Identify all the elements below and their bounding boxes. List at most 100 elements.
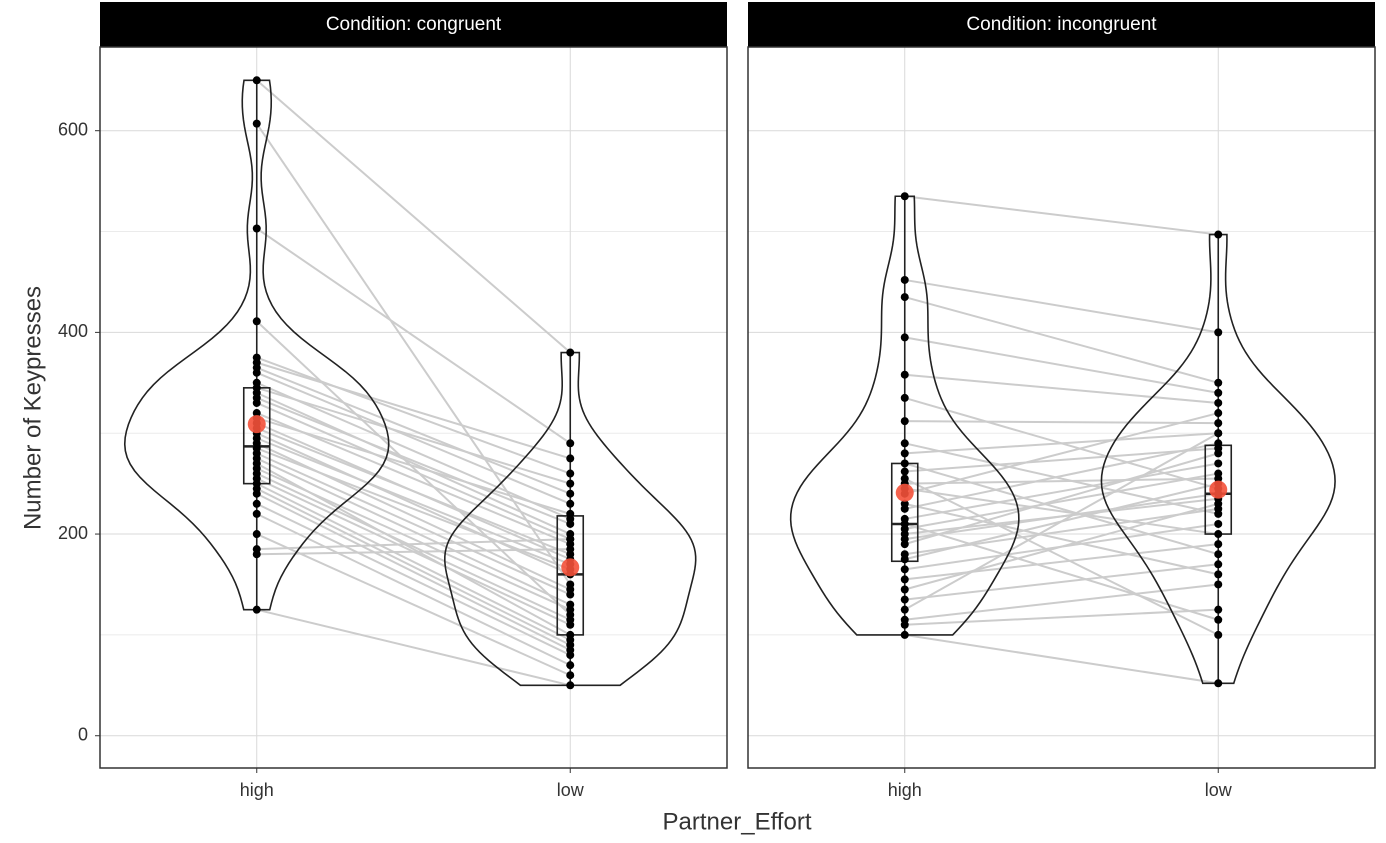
point — [252, 224, 261, 233]
point — [252, 530, 261, 539]
point — [566, 651, 575, 660]
pair-line — [256, 227, 571, 445]
point — [1214, 580, 1223, 589]
violin — [789, 195, 1020, 636]
pair-line — [904, 502, 1219, 591]
pair-line — [904, 412, 1219, 495]
point — [900, 333, 909, 342]
pair-line — [256, 396, 571, 525]
point — [566, 479, 575, 488]
point — [252, 368, 261, 377]
point — [1214, 449, 1223, 458]
pair-line — [904, 543, 1219, 581]
pair-line — [256, 548, 571, 556]
pair-line — [256, 452, 571, 596]
point — [1214, 530, 1223, 539]
point — [900, 605, 909, 614]
y-axis-title: Number of Keypresses — [19, 286, 46, 530]
x-tick-label: low — [557, 780, 585, 800]
point — [900, 293, 909, 302]
pair-line — [256, 502, 571, 656]
point — [252, 119, 261, 128]
pair-line — [904, 373, 1219, 404]
panel-background — [748, 47, 1375, 768]
point — [566, 671, 575, 680]
x-tick-label: high — [888, 780, 922, 800]
mean-point — [1209, 480, 1228, 499]
point — [252, 499, 261, 508]
pair-line — [904, 583, 1219, 621]
point — [900, 275, 909, 284]
pair-line — [904, 278, 1219, 334]
point — [252, 509, 261, 518]
point — [1214, 419, 1223, 428]
point — [1214, 378, 1223, 387]
pair-line — [256, 457, 571, 606]
pair-line — [256, 437, 571, 566]
violin — [123, 79, 390, 611]
mean-point — [895, 483, 914, 502]
point — [566, 620, 575, 629]
mean-point — [561, 558, 580, 577]
point — [900, 449, 909, 458]
pair-line — [904, 477, 1219, 485]
strip — [748, 2, 1375, 47]
point — [566, 469, 575, 478]
pair-line — [904, 432, 1219, 455]
y-tick-label: 0 — [78, 724, 88, 744]
strip-title: Condition: incongruent — [966, 14, 1157, 35]
point — [566, 661, 575, 670]
point — [900, 630, 909, 639]
point — [1214, 560, 1223, 569]
point — [1214, 388, 1223, 397]
point — [566, 590, 575, 599]
pair-line — [256, 356, 571, 475]
pair-line — [904, 447, 1219, 473]
point — [900, 439, 909, 448]
point — [1214, 630, 1223, 639]
pair-line — [904, 502, 1219, 576]
panel-border — [99, 46, 728, 769]
pair-line — [256, 361, 571, 460]
point — [1214, 459, 1223, 468]
pair-line — [904, 432, 1219, 611]
point — [1214, 679, 1223, 688]
point — [1214, 570, 1223, 579]
pair-line — [255, 123, 572, 586]
pair-line — [256, 79, 571, 354]
point — [1214, 550, 1223, 559]
panel-background — [100, 47, 727, 768]
point — [1214, 429, 1223, 438]
point — [566, 489, 575, 498]
point — [566, 545, 575, 554]
pair-line — [256, 366, 571, 495]
point — [566, 605, 575, 614]
point — [252, 489, 261, 498]
point — [252, 605, 261, 614]
point — [900, 565, 909, 574]
pair-line — [256, 472, 571, 621]
pair-line — [256, 371, 571, 505]
point — [900, 585, 909, 594]
y-tick-label: 200 — [58, 523, 88, 543]
pair-line — [904, 523, 1219, 621]
point — [1214, 398, 1223, 407]
point — [1214, 409, 1223, 418]
pair-line — [256, 512, 571, 667]
strip-title: Condition: congruent — [326, 14, 502, 35]
point — [900, 575, 909, 584]
pair-line — [256, 391, 571, 535]
pair-line — [904, 296, 1219, 384]
point — [566, 681, 575, 690]
pair-line — [256, 417, 571, 515]
pair-line — [904, 472, 1219, 530]
y-tick-label: 400 — [58, 321, 88, 341]
point — [900, 467, 909, 476]
pair-line — [256, 482, 571, 641]
x-tick-label: high — [240, 780, 274, 800]
pair-line — [256, 608, 571, 687]
point — [566, 454, 575, 463]
pair-line — [904, 442, 1219, 510]
point — [1214, 328, 1223, 337]
